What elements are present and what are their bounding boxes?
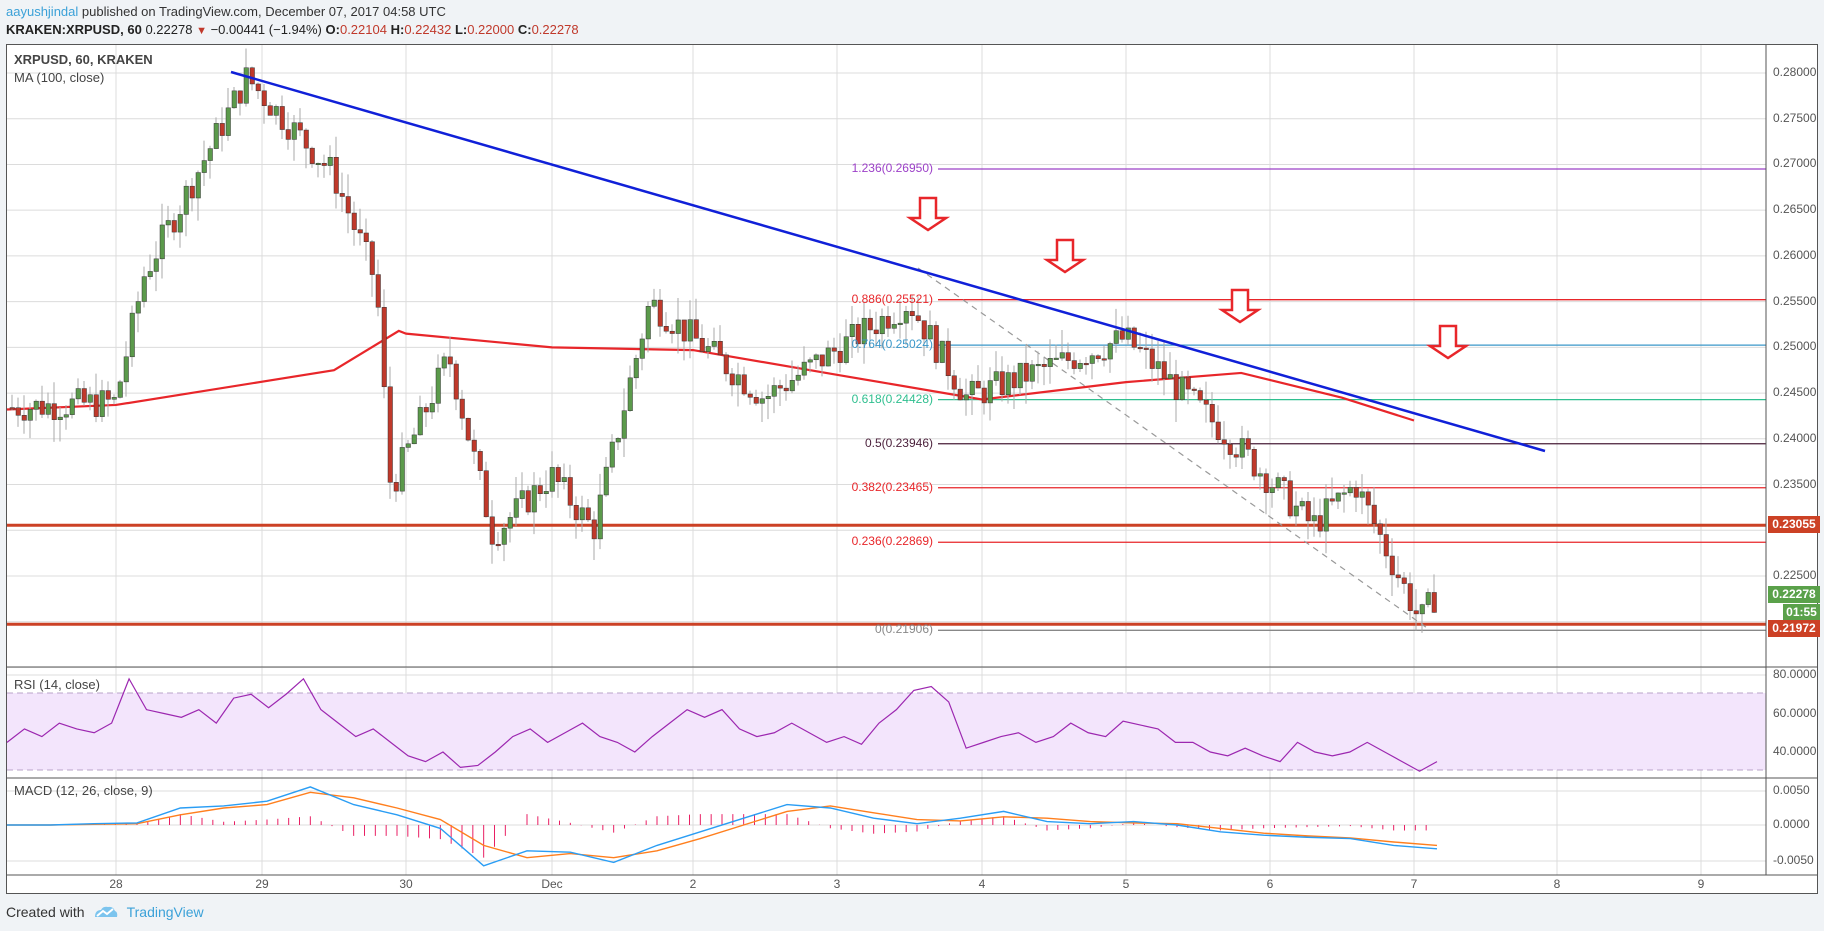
macd-lines	[7, 786, 1438, 867]
price-tick: 0.27500	[1773, 110, 1817, 125]
open-label: O:	[325, 22, 340, 37]
horizontal-levels	[7, 168, 1766, 631]
price-tick: 0.28000	[1773, 65, 1817, 79]
last-price: 0.22278	[145, 22, 193, 37]
ma-indicator-title[interactable]: MA (100, close)	[14, 70, 105, 85]
fib-level-label: 0.236(0.22869)	[851, 534, 933, 549]
symbol-name: KRAKEN:XRPUSD, 60	[6, 22, 142, 37]
time-tick: 28	[109, 877, 123, 891]
created-with-text: Created with	[6, 904, 85, 920]
price-tick: 0.22500	[1773, 567, 1817, 582]
time-tick: 5	[1122, 877, 1130, 891]
time-tick: 9	[1697, 877, 1705, 891]
macd-tick: 0.0000	[1773, 817, 1810, 831]
last-price-tag: 0.22278	[1768, 586, 1820, 603]
time-tick: 4	[978, 877, 986, 891]
author-link[interactable]: aayushjindal	[6, 4, 79, 19]
time-tick: Dec	[541, 877, 563, 891]
price-tick: 0.25000	[1773, 339, 1817, 354]
ma-line	[6, 329, 1415, 422]
macd-tick: -0.0050	[1773, 853, 1814, 867]
price-tick: 0.26000	[1773, 247, 1817, 262]
time-tick: 6	[1266, 877, 1274, 891]
fib-level-label: 0.382(0.23465)	[851, 479, 933, 494]
grid-lines	[7, 45, 1766, 875]
tradingview-link[interactable]: TradingView	[126, 904, 204, 920]
price-change: −0.00441 (−1.94%)	[210, 22, 322, 37]
time-tick: 29	[255, 877, 269, 891]
close-value: 0.22278	[531, 22, 579, 37]
fib-level-label: 1.236(0.26950)	[851, 161, 933, 176]
pane-separators	[6, 44, 1818, 876]
fib-level-label: 0.764(0.25024)	[851, 337, 933, 352]
price-tick: 0.27000	[1773, 156, 1817, 171]
publish-info: aayushjindal published on TradingView.co…	[6, 4, 446, 19]
rsi-tick: 60.0000	[1773, 706, 1817, 720]
high-value: 0.22432	[404, 22, 452, 37]
time-tick: 30	[399, 877, 413, 891]
trendline	[230, 70, 1546, 453]
resistance-price-tag: 0.23055	[1768, 516, 1820, 533]
support-price-tag: 0.21972	[1768, 620, 1820, 637]
footer: Created with TradingView	[6, 904, 204, 920]
fib-level-label: 0.5(0.23946)	[864, 435, 933, 450]
fib-level-label: 0.886(0.25521)	[851, 291, 933, 306]
macd-pane-title[interactable]: MACD (12, 26, close, 9)	[14, 783, 153, 798]
time-tick: 3	[833, 877, 841, 891]
fib-level-label: 0.618(0.24428)	[851, 391, 933, 406]
price-tick: 0.26500	[1773, 202, 1817, 217]
rsi-line	[6, 677, 1438, 772]
high-label: H:	[390, 22, 405, 37]
low-label: L:	[454, 22, 468, 37]
close-label: C:	[517, 22, 532, 37]
low-value: 0.22000	[467, 22, 515, 37]
main-pane-title: XRPUSD, 60, KRAKEN	[14, 52, 153, 67]
price-tick: 0.24000	[1773, 430, 1817, 445]
tradingview-logo-icon	[94, 906, 117, 917]
price-tick: 0.24500	[1773, 385, 1817, 400]
macd-tick: 0.0050	[1773, 783, 1810, 797]
arrow-annotations	[905, 196, 1471, 360]
time-tick: 8	[1553, 877, 1561, 891]
fib-level-label: 0(0.21906)	[874, 622, 933, 637]
symbol-quote-bar: KRAKEN:XRPUSD, 60 0.22278 ▼ −0.00441 (−1…	[6, 22, 579, 37]
rsi-pane-title[interactable]: RSI (14, close)	[14, 677, 100, 692]
bar-countdown-tag: 01:55	[1783, 604, 1820, 621]
candles	[9, 48, 1437, 633]
down-triangle-icon: ▼	[196, 25, 207, 37]
rsi-tick: 80.0000	[1773, 667, 1817, 681]
rsi-band	[7, 692, 1766, 771]
time-tick: 7	[1410, 877, 1418, 891]
price-tick: 0.23500	[1773, 476, 1817, 491]
time-tick: 2	[689, 877, 697, 891]
rsi-tick: 40.0000	[1773, 744, 1817, 758]
open-value: 0.22104	[339, 22, 387, 37]
published-text: published on TradingView.com, December 0…	[78, 4, 446, 19]
price-tick: 0.25500	[1773, 293, 1817, 308]
